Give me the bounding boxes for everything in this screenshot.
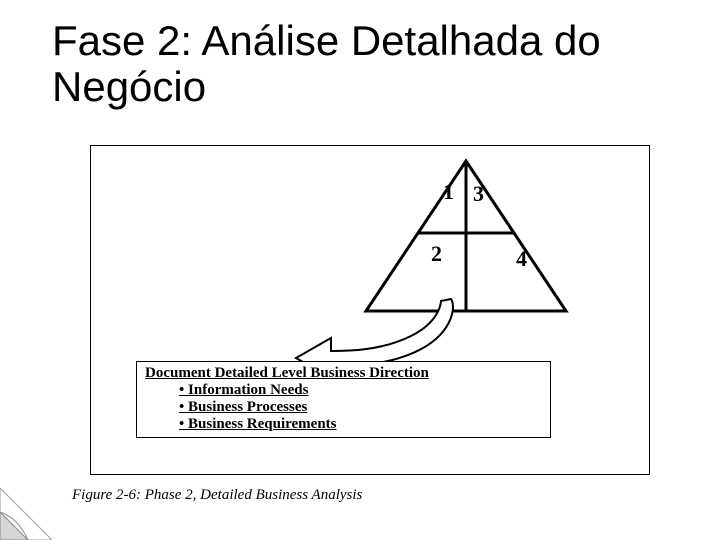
callout-item: Business Processes [179,399,542,416]
pyramid-label-1: 1 [443,179,454,205]
callout-list: Information Needs Business Processes Bus… [145,382,542,433]
pyramid-label-2: 2 [431,241,442,267]
pyramid-label-3: 3 [473,181,484,207]
page-fold-icon [0,488,52,540]
callout-item: Information Needs [179,382,542,399]
slide: Fase 2: Análise Detalhada do Negócio 1 3… [0,0,720,540]
figure-caption: Figure 2-6: Phase 2, Detailed Business A… [72,487,362,504]
callout-item: Business Requirements [179,416,542,433]
callout-box: Document Detailed Level Business Directi… [136,361,551,438]
page-title: Fase 2: Análise Detalhada do Negócio [52,18,680,110]
pyramid-label-4: 4 [516,246,527,272]
figure-frame: 1 3 2 4 Document Detailed Level Business… [90,145,650,475]
callout-heading: Document Detailed Level Business Directi… [145,365,542,382]
